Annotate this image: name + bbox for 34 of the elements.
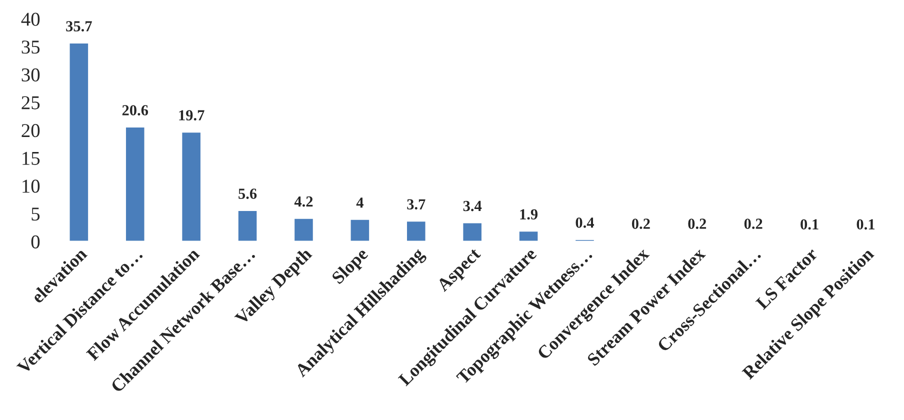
- bar: [68, 42, 90, 242]
- bar: [237, 210, 258, 242]
- bar: [574, 238, 596, 242]
- data-label: 0.2: [632, 218, 650, 230]
- data-label: 0.4: [576, 218, 594, 228]
- data-label: 4: [356, 198, 364, 208]
- data-label: 3.4: [463, 200, 482, 212]
- data-label: 4.2: [294, 196, 313, 207]
- data-label: 1.9: [520, 209, 538, 220]
- y-tick-label: 35: [22, 40, 40, 54]
- data-label: 0.1: [800, 219, 818, 230]
- data-label: 35.7: [66, 21, 92, 32]
- bar: [406, 220, 427, 242]
- y-tick-label: 40: [21, 12, 40, 26]
- bar: [180, 131, 202, 242]
- y-tick-label: 5: [32, 208, 40, 221]
- bar: [462, 222, 483, 242]
- data-label: 0.1: [856, 219, 875, 230]
- bar: [293, 217, 314, 242]
- data-label: 0.2: [744, 218, 762, 230]
- y-tick-label: 30: [22, 68, 40, 82]
- y-tick-label: 0: [31, 235, 40, 248]
- data-label: 19.7: [179, 110, 204, 120]
- y-tick-label: 25: [22, 96, 40, 110]
- bar: [349, 218, 370, 242]
- y-tick-label: 15: [22, 152, 40, 165]
- bar: [518, 230, 540, 242]
- data-label: 0.2: [688, 218, 706, 230]
- data-label: 3.7: [407, 199, 426, 210]
- bar: [124, 126, 146, 242]
- data-label: 5.6: [238, 188, 257, 199]
- data-label: 20.6: [122, 105, 148, 116]
- y-tick-label: 10: [22, 180, 40, 193]
- y-tick-label: 20: [22, 124, 40, 138]
